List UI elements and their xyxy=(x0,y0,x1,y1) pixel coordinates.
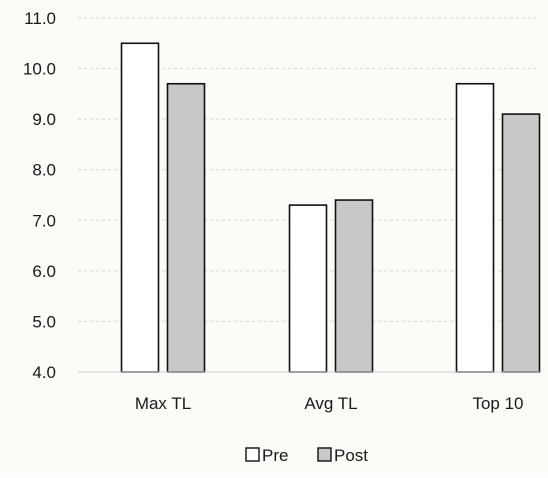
bar-pre-1 xyxy=(120,42,160,373)
legend-item-pre: Pre xyxy=(245,446,288,465)
legend-label: Post xyxy=(334,446,368,465)
y-tick-label: 7.0 xyxy=(32,211,56,230)
y-tick-label: 11.0 xyxy=(24,9,56,28)
y-tick-label: 9.0 xyxy=(32,110,56,129)
bar-post-3 xyxy=(501,113,541,373)
bar-post-1 xyxy=(166,82,206,373)
legend-swatch xyxy=(317,447,332,462)
x-axis-labels: Max TL Avg TL Top 10 xyxy=(135,394,524,413)
bar-pre-3 xyxy=(455,82,495,373)
x-category-label: Max TL xyxy=(135,394,191,413)
y-tick-label: 8.0 xyxy=(32,161,56,180)
y-tick-label: 4.0 xyxy=(32,363,56,382)
bar-post-2 xyxy=(334,199,374,373)
legend-label: Pre xyxy=(262,446,288,465)
x-category-label: Top 10 xyxy=(472,394,523,413)
y-tick-label: 10.0 xyxy=(23,60,56,79)
bars xyxy=(120,42,541,373)
legend: Pre Post xyxy=(245,446,368,465)
x-category-label: Avg TL xyxy=(304,394,357,413)
legend-swatch xyxy=(245,447,260,462)
y-axis-ticks: 4.0 5.0 6.0 7.0 8.0 9.0 10.0 11.0 xyxy=(23,9,56,382)
y-tick-label: 5.0 xyxy=(32,312,56,331)
legend-item-post: Post xyxy=(317,446,368,465)
y-tick-label: 6.0 xyxy=(32,262,56,281)
bar-pre-2 xyxy=(288,204,328,373)
